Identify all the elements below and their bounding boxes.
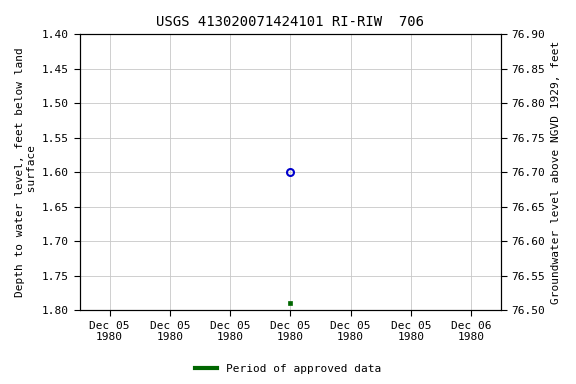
Legend: Period of approved data: Period of approved data (191, 359, 385, 379)
Y-axis label: Depth to water level, feet below land
 surface: Depth to water level, feet below land su… (15, 47, 37, 297)
Y-axis label: Groundwater level above NGVD 1929, feet: Groundwater level above NGVD 1929, feet (551, 41, 561, 304)
Title: USGS 413020071424101 RI-RIW  706: USGS 413020071424101 RI-RIW 706 (157, 15, 425, 29)
